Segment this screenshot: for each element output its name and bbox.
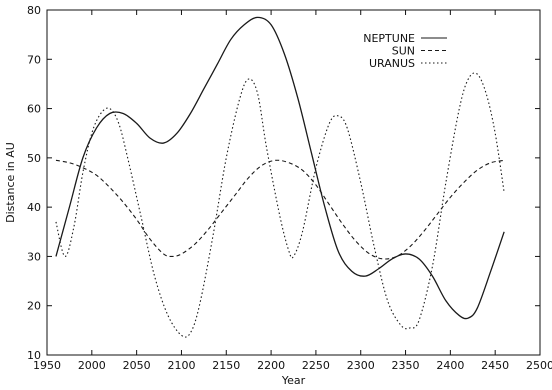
- x-tick-label: 2050: [123, 359, 151, 372]
- y-axis-label: Distance in AU: [4, 142, 17, 223]
- series-line-uranus: [55, 72, 505, 338]
- y-tick-label: 70: [27, 53, 41, 66]
- x-tick-label: 2000: [78, 359, 106, 372]
- y-tick-label: 40: [27, 201, 41, 214]
- x-tick-label: 2150: [212, 359, 240, 372]
- legend-label-uranus: URANUS: [369, 57, 415, 70]
- y-tick-label: 60: [27, 103, 41, 116]
- x-tick-label: 2450: [481, 359, 509, 372]
- series-line-sun: [55, 159, 505, 260]
- y-tick-label: 50: [27, 152, 41, 165]
- series-layer: [55, 16, 505, 338]
- y-tick-label: 10: [27, 349, 41, 362]
- series-line-neptune: [55, 16, 505, 320]
- x-tick-label: 1950: [33, 359, 61, 372]
- x-tick-label: 2200: [257, 359, 285, 372]
- legend-label-neptune: NEPTUNE: [363, 32, 415, 45]
- legend-label-sun: SUN: [392, 45, 415, 58]
- x-tick-label: 2100: [167, 359, 195, 372]
- x-tick-label: 2300: [347, 359, 375, 372]
- plot-frame: [46, 9, 541, 356]
- x-tick-label: 2400: [436, 359, 464, 372]
- x-tick-label: 2500: [526, 359, 552, 372]
- x-tick-label: 2250: [302, 359, 330, 372]
- plot-border: [46, 9, 541, 356]
- x-axis-label: Year: [281, 374, 306, 387]
- y-tick-label: 20: [27, 300, 41, 313]
- x-tick-label: 2350: [392, 359, 420, 372]
- y-tick-label: 80: [27, 4, 41, 17]
- y-tick-label: 30: [27, 250, 41, 263]
- axis-ticks: 1950 2000 2050 2100 2150 2200 2250 2300 2350 2400…: [27, 4, 552, 372]
